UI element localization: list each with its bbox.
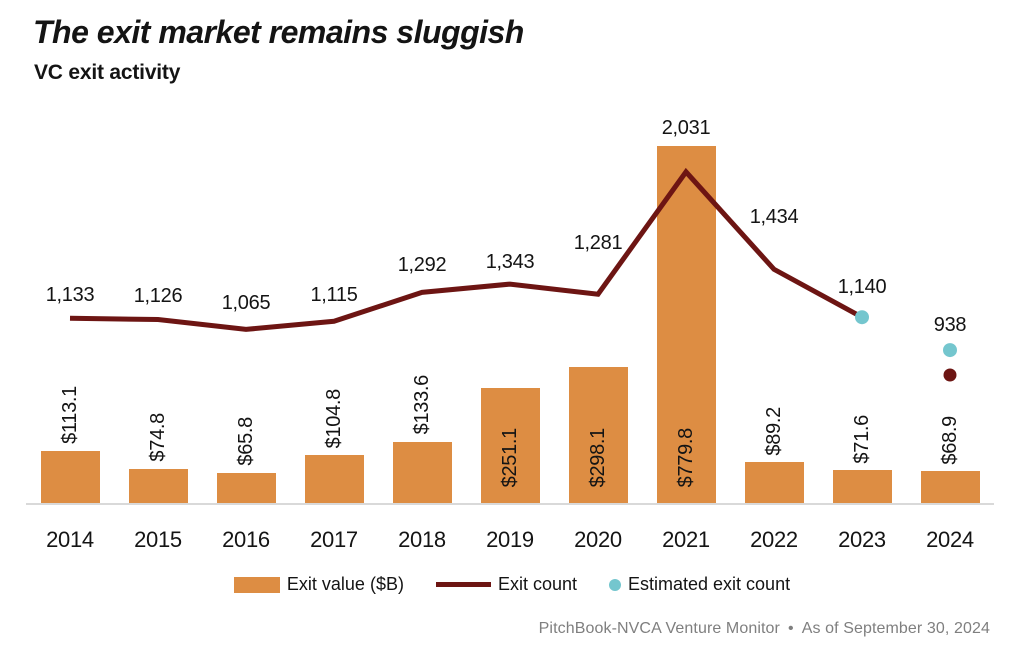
x-axis-label-2017: 2017 [310,527,358,552]
bar-2016 [216,472,276,503]
exit-count-label-2023: 1,140 [837,276,887,299]
exit-count-line [69,167,864,332]
exit-count-label-2017: 1,115 [310,284,358,307]
estimated-exit-count-dot-2024 [943,343,957,358]
x-axis-label-2020: 2020 [574,527,622,552]
exit-count-label-2024: 938 [933,314,967,337]
legend-label-estimated-exit-count: Estimated exit count [628,574,791,594]
x-axis-label-2016: 2016 [222,527,270,552]
source-text: PitchBook-NVCA Venture Monitor [538,620,780,637]
exit-count-label-2018: 1,292 [397,254,447,277]
bar-2021 [656,145,716,503]
legend-item-estimated-exit-count: Estimated exit count [609,574,790,595]
source-attribution: PitchBook-NVCA Venture Monitor • As of S… [539,620,990,638]
exit-count-label-2020: 1,281 [573,232,623,255]
legend: Exit value ($B) Exit count Estimated exi… [0,574,1024,595]
exit-count-line-swatch-icon [435,582,491,587]
chart-subtitle: VC exit activity [34,61,181,84]
x-axis-label-2018: 2018 [398,527,446,552]
x-axis-label-2023: 2023 [838,527,886,552]
x-axis-label-2015: 2015 [134,527,182,552]
legend-label-exit-count: Exit count [497,574,577,594]
legend-label-exit-value: Exit value ($B) [286,574,404,594]
exit-value-swatch-icon [233,576,280,593]
estimated-exit-count-dot-icon [609,578,621,591]
exit-count-label-2022: 1,434 [749,206,799,229]
bar-2024 [920,471,980,503]
bar-2017 [304,455,364,503]
as-of-date: As of September 30, 2024 [801,620,990,637]
bar-2023 [832,470,892,503]
x-axis-line [26,503,994,505]
exit-count-label-2021: 2,031 [661,116,711,139]
exit-count-label-2015: 1,126 [133,284,183,307]
chart-title: The exit market remains sluggish [33,14,524,50]
bar-2014 [40,451,100,503]
bar-2018 [392,441,452,503]
x-axis-label-2024: 2024 [926,527,974,552]
x-axis-label-2022: 2022 [750,527,798,552]
bar-2022 [744,462,804,503]
bar-2015 [128,468,188,503]
bar-2019 [480,388,540,503]
bar-2020 [568,366,628,503]
estimated-exit-count-dot-2023 [855,310,869,325]
x-axis-label-2021: 2021 [662,527,710,552]
legend-item-exit-value: Exit value ($B) [233,574,404,595]
x-axis-label-2014: 2014 [46,527,94,552]
bullet-separator: • [787,620,794,637]
legend-item-exit-count: Exit count [435,574,577,595]
exit-count-marker-2024 [943,368,957,382]
exit-count-label-2014: 1,133 [45,284,95,307]
exit-count-label-2019: 1,343 [485,251,535,274]
x-axis-label-2019: 2019 [486,527,534,552]
exit-count-label-2016: 1,065 [221,292,271,315]
